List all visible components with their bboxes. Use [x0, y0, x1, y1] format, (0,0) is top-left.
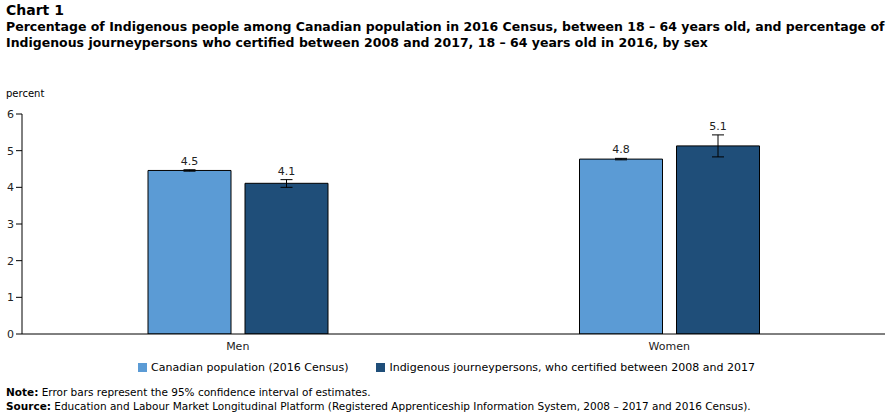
html-text:Source: Education and Labour M: Source: Education and Labour Market Long…	[6, 400, 751, 412]
svg-text:6: 6	[8, 108, 14, 121]
svg-text:2: 2	[8, 255, 14, 268]
html-text:Indigenous journeypersons, who: Indigenous journeypersons, who certified…	[389, 361, 755, 374]
svg-text:4: 4	[8, 181, 14, 194]
svg-text:4.8: 4.8	[612, 143, 630, 156]
html-text:Canadian population (2016 Cens: Canadian population (2016 Census)	[151, 361, 349, 374]
svg-text:4.1: 4.1	[278, 165, 296, 178]
svg-text:Women: Women	[649, 340, 690, 353]
svg-text:3: 3	[8, 218, 14, 231]
svg-text:4.5: 4.5	[181, 155, 199, 168]
html-text:percent: percent	[6, 88, 45, 99]
svg-text:0: 0	[8, 328, 14, 341]
svg-text:Men: Men	[226, 340, 249, 353]
svg-text:5.1: 5.1	[709, 120, 727, 133]
html-text:Percentage of Indigenous peopl: Percentage of Indigenous people among Ca…	[6, 19, 885, 50]
svg-text:5: 5	[8, 145, 14, 158]
html-text:Note: Error bars represent the: Note: Error bars represent the 95% confi…	[6, 386, 371, 398]
svg-text:1: 1	[8, 291, 14, 304]
html-text:Chart 1: Chart 1	[6, 2, 64, 18]
